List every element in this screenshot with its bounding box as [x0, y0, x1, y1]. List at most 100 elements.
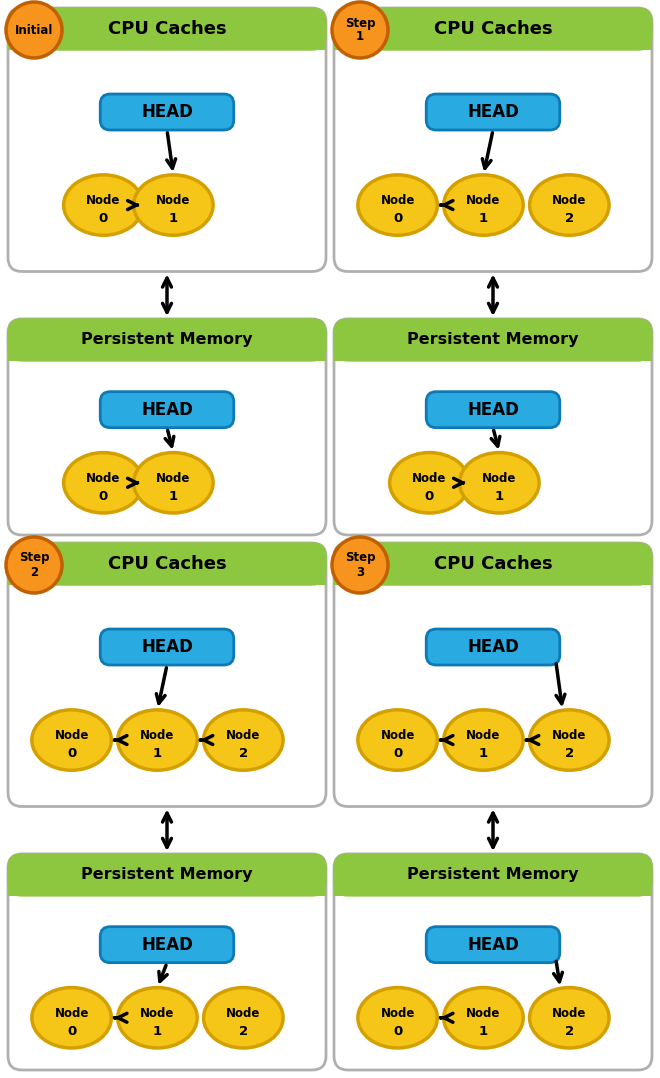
Text: Node: Node	[380, 194, 414, 207]
Ellipse shape	[358, 175, 438, 235]
Ellipse shape	[529, 175, 609, 235]
Ellipse shape	[203, 987, 283, 1048]
Bar	[334, 340, 652, 361]
Text: Node: Node	[466, 194, 501, 207]
Text: HEAD: HEAD	[467, 103, 519, 121]
FancyBboxPatch shape	[8, 8, 326, 272]
Text: 0: 0	[67, 747, 76, 760]
Text: Node: Node	[482, 472, 517, 485]
Text: 1: 1	[153, 747, 162, 760]
Text: 2: 2	[565, 747, 574, 760]
FancyBboxPatch shape	[426, 94, 560, 130]
Text: Step
3: Step 3	[345, 552, 376, 579]
Text: 1: 1	[169, 489, 178, 502]
Text: CPU Caches: CPU Caches	[434, 20, 552, 38]
FancyBboxPatch shape	[8, 8, 326, 50]
FancyBboxPatch shape	[426, 927, 560, 963]
FancyBboxPatch shape	[334, 543, 652, 585]
Bar	[8, 340, 326, 361]
FancyBboxPatch shape	[334, 319, 652, 361]
Text: HEAD: HEAD	[141, 103, 193, 121]
Text: Node: Node	[156, 472, 191, 485]
Text: Node: Node	[54, 729, 89, 742]
Ellipse shape	[133, 175, 213, 235]
Ellipse shape	[529, 709, 609, 771]
Text: Node: Node	[141, 729, 175, 742]
Text: HEAD: HEAD	[141, 401, 193, 418]
Text: Node: Node	[86, 472, 121, 485]
Text: 0: 0	[99, 212, 108, 225]
Text: 1: 1	[153, 1025, 162, 1038]
Ellipse shape	[358, 709, 438, 771]
Text: 1: 1	[479, 747, 488, 760]
Ellipse shape	[203, 709, 283, 771]
Text: Node: Node	[141, 1007, 175, 1020]
Ellipse shape	[529, 987, 609, 1048]
FancyBboxPatch shape	[334, 319, 652, 535]
Ellipse shape	[332, 2, 388, 58]
Bar	[8, 29, 326, 50]
Text: 1: 1	[495, 489, 504, 502]
Text: Node: Node	[156, 194, 191, 207]
FancyBboxPatch shape	[8, 319, 326, 535]
Text: Node: Node	[466, 729, 501, 742]
Text: Persistent Memory: Persistent Memory	[407, 868, 579, 883]
Ellipse shape	[117, 987, 197, 1048]
FancyBboxPatch shape	[8, 319, 326, 361]
Text: Persistent Memory: Persistent Memory	[407, 332, 579, 347]
Text: 0: 0	[393, 1025, 402, 1038]
Text: 1: 1	[479, 212, 488, 225]
Text: 0: 0	[393, 747, 402, 760]
Text: Initial: Initial	[15, 24, 53, 37]
Bar	[334, 29, 652, 50]
Text: Step
2: Step 2	[18, 552, 50, 579]
FancyBboxPatch shape	[334, 8, 652, 50]
FancyBboxPatch shape	[100, 94, 234, 130]
Ellipse shape	[444, 709, 523, 771]
Text: Node: Node	[86, 194, 121, 207]
FancyBboxPatch shape	[100, 927, 234, 963]
Text: 1: 1	[169, 212, 178, 225]
FancyBboxPatch shape	[8, 854, 326, 896]
Text: Node: Node	[412, 472, 447, 485]
Ellipse shape	[32, 987, 112, 1048]
Bar	[334, 564, 652, 585]
FancyBboxPatch shape	[334, 8, 652, 272]
Text: HEAD: HEAD	[467, 638, 519, 657]
FancyBboxPatch shape	[334, 854, 652, 1070]
Ellipse shape	[133, 453, 213, 513]
FancyBboxPatch shape	[8, 543, 326, 806]
Text: Node: Node	[54, 1007, 89, 1020]
Text: CPU Caches: CPU Caches	[108, 20, 226, 38]
Text: Node: Node	[552, 1007, 587, 1020]
FancyBboxPatch shape	[8, 854, 326, 1070]
Ellipse shape	[6, 537, 62, 593]
Text: 0: 0	[425, 489, 434, 502]
Text: 0: 0	[393, 212, 402, 225]
FancyBboxPatch shape	[8, 543, 326, 585]
Ellipse shape	[117, 709, 197, 771]
FancyBboxPatch shape	[426, 630, 560, 665]
Text: CPU Caches: CPU Caches	[434, 555, 552, 573]
Bar	[8, 875, 326, 896]
Ellipse shape	[389, 453, 469, 513]
Ellipse shape	[6, 2, 62, 58]
Text: Node: Node	[226, 729, 261, 742]
Ellipse shape	[63, 453, 143, 513]
Text: 2: 2	[239, 1025, 248, 1038]
Bar	[8, 564, 326, 585]
Ellipse shape	[459, 453, 539, 513]
Bar	[334, 875, 652, 896]
Text: HEAD: HEAD	[467, 936, 519, 954]
Text: 0: 0	[99, 489, 108, 502]
Ellipse shape	[358, 987, 438, 1048]
Text: HEAD: HEAD	[141, 638, 193, 657]
Text: Node: Node	[226, 1007, 261, 1020]
Text: 2: 2	[239, 747, 248, 760]
FancyBboxPatch shape	[100, 391, 234, 428]
Text: Step
1: Step 1	[345, 16, 376, 43]
Ellipse shape	[444, 987, 523, 1048]
FancyBboxPatch shape	[100, 630, 234, 665]
Text: 0: 0	[67, 1025, 76, 1038]
Ellipse shape	[32, 709, 112, 771]
